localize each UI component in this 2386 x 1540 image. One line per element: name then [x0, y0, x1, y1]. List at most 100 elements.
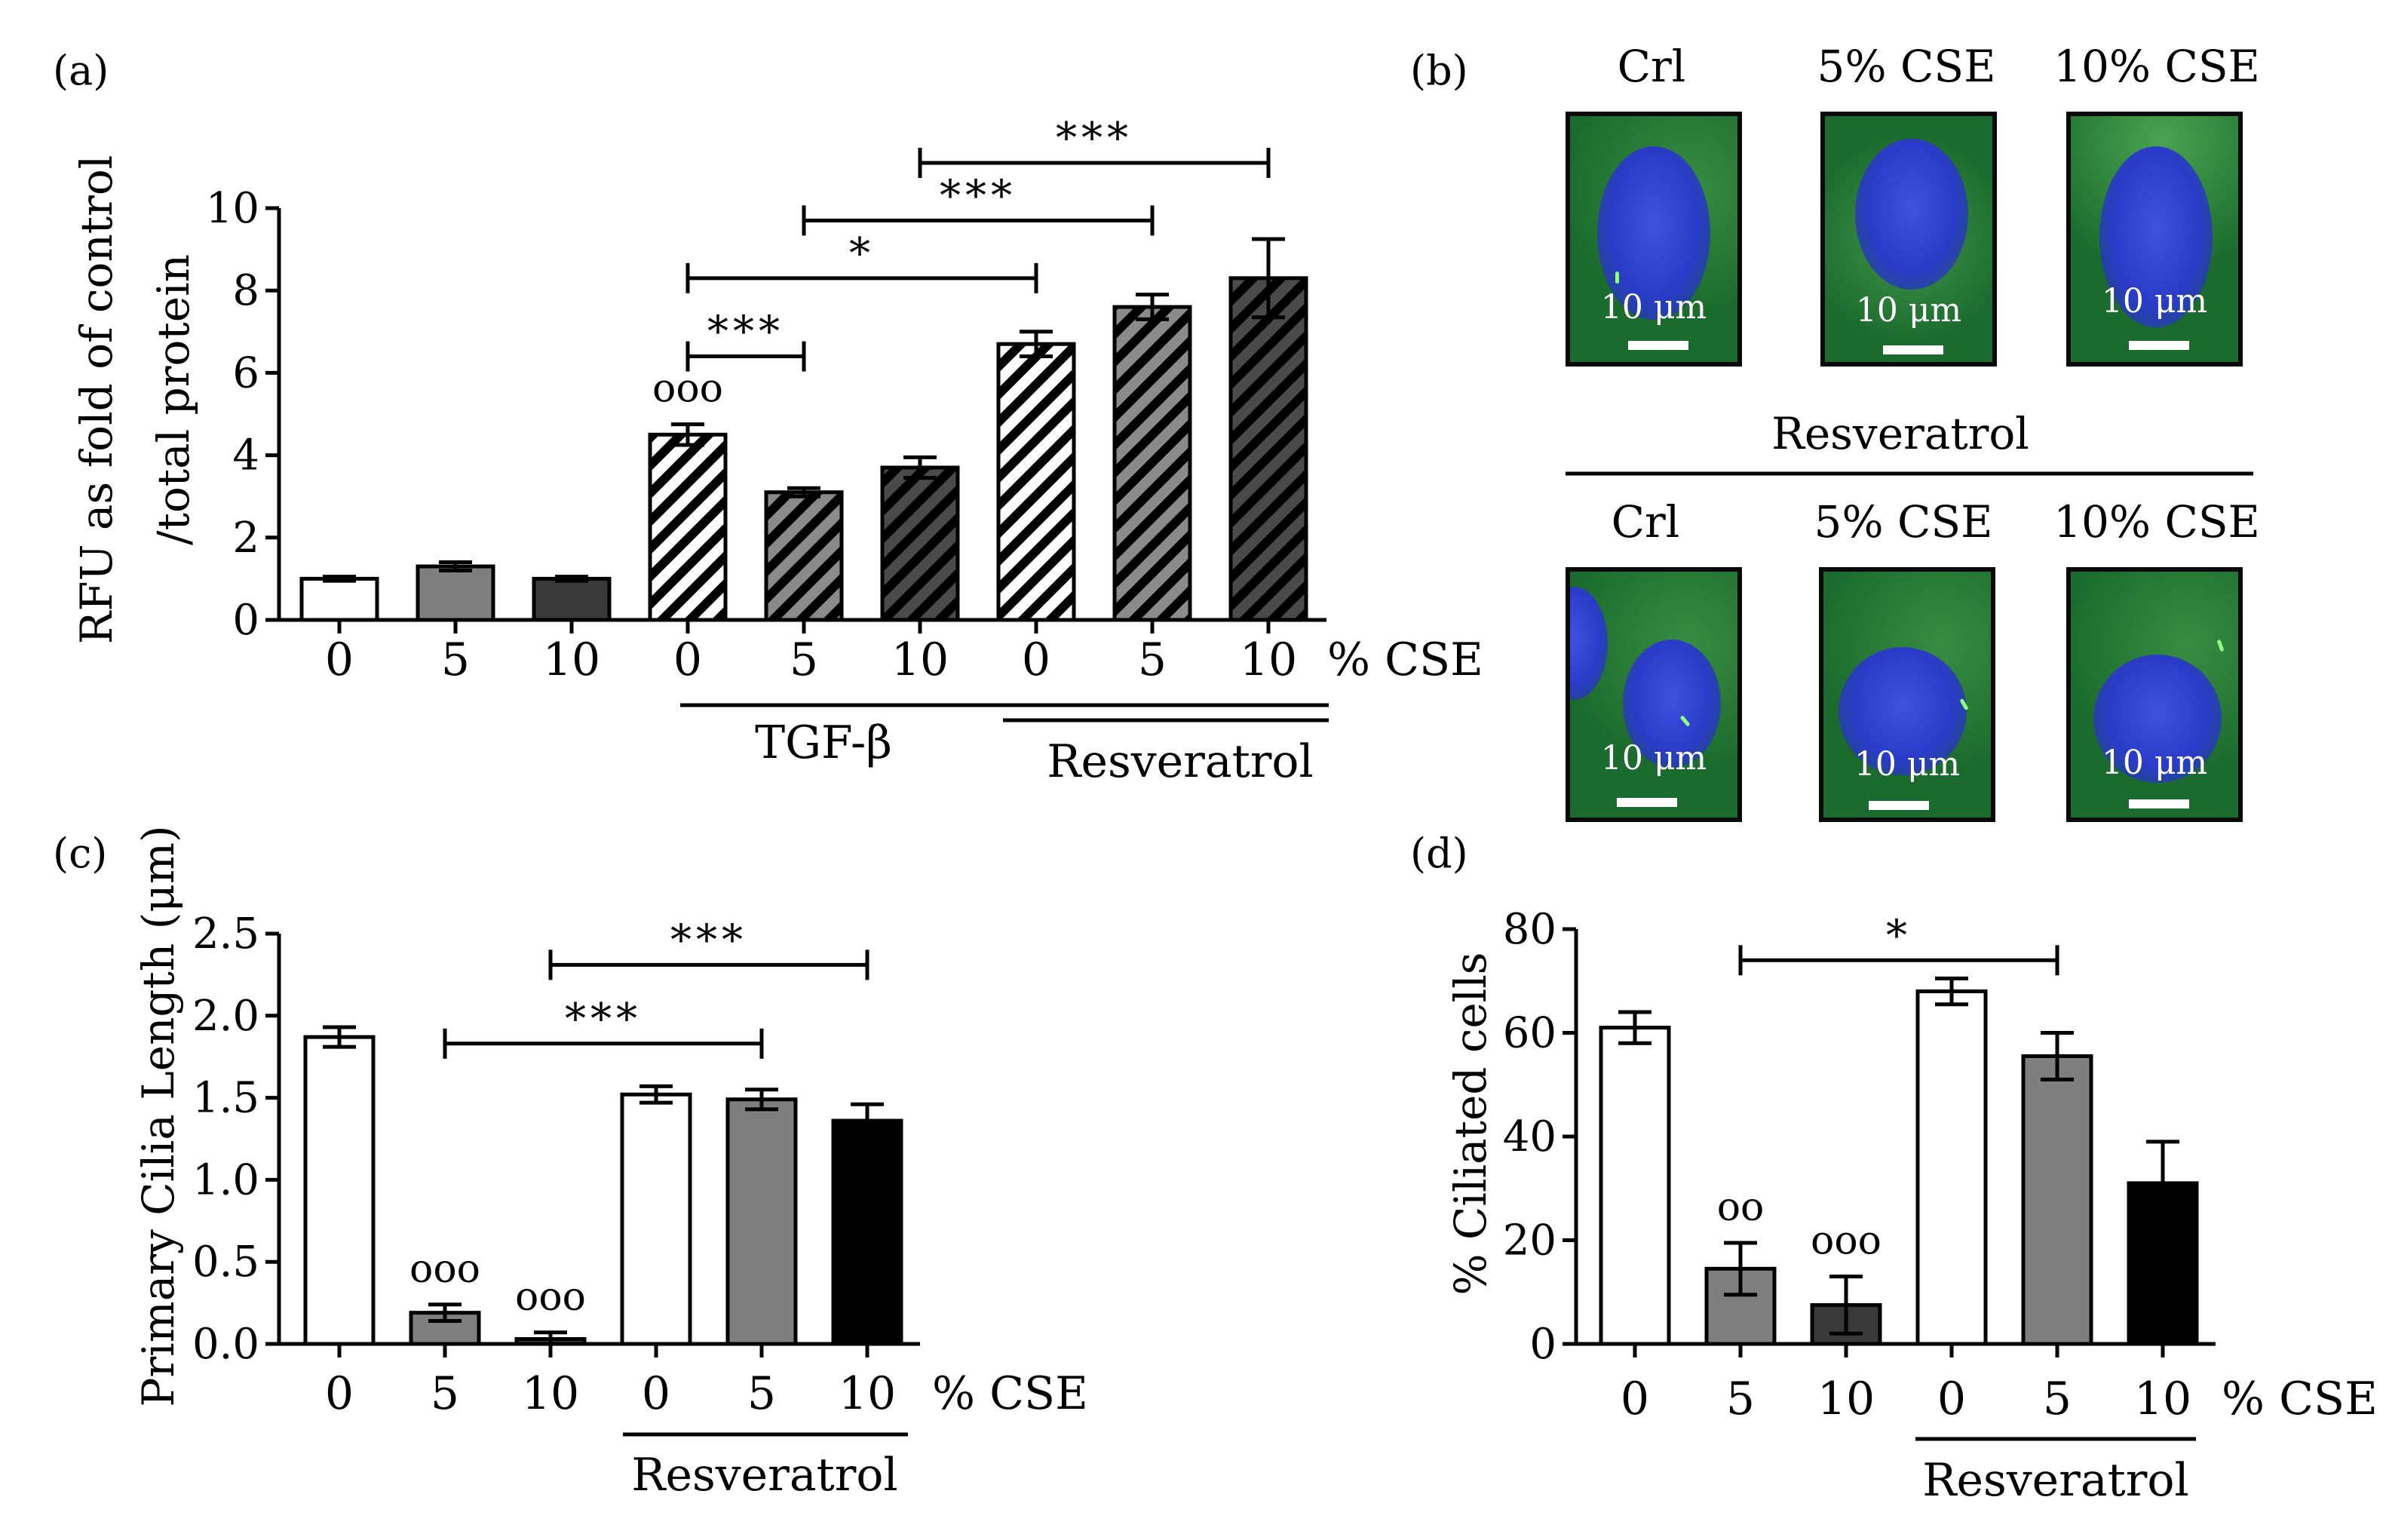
- chart-a-significance: ***: [1056, 114, 1133, 163]
- chart-a-category-label: 5: [1138, 633, 1167, 686]
- scale-bar: [1628, 341, 1688, 350]
- nucleus: [1597, 146, 1710, 320]
- chart-d-axis-suffix: % CSE: [2222, 1373, 2378, 1425]
- nucleus: [2093, 655, 2222, 783]
- chart-c-ytick-label: 2.0: [192, 992, 259, 1041]
- chart-c-ytick-label: 0.0: [192, 1320, 259, 1369]
- chart-a-ytick-label: 10: [206, 184, 259, 233]
- chart-a-group-label: TGF-β: [755, 716, 892, 769]
- chart-a-bar: [299, 576, 379, 622]
- chart-d-significance: *: [1886, 911, 1912, 960]
- chart-d-bar: [2021, 1054, 2093, 1346]
- panel-letter-b: (b): [1410, 47, 1468, 94]
- chart-a-bar: [880, 465, 960, 622]
- chart-c-category-label: 5: [747, 1367, 776, 1420]
- chart-c-category-label: 5: [431, 1367, 459, 1420]
- chart-c-bar-annotation: ooo: [409, 1247, 480, 1292]
- chart-d-bar-annotation: oo: [1717, 1185, 1765, 1230]
- chart-a-ytick-label: 2: [232, 514, 259, 563]
- panel-letter-a: (a): [53, 47, 109, 94]
- chart-a-bar: [532, 576, 612, 622]
- chart-a-category-label: 10: [891, 633, 949, 686]
- nucleus: [1855, 139, 1968, 290]
- chart-c-ytick-label: 0.5: [192, 1238, 259, 1287]
- micro-top-label-crl: Crl: [1618, 41, 1686, 92]
- nucleus: [2099, 146, 2213, 327]
- chart-a-ytick-label: 0: [232, 596, 259, 645]
- chart-c-bar: [831, 1118, 903, 1346]
- chart-a-bar-annotation: ooo: [652, 367, 723, 412]
- chart-c-ylabel: Primary Cilia Length (μm): [133, 825, 184, 1407]
- micro-bottom-label-crl: Crl: [1612, 496, 1680, 548]
- scale-bar: [1883, 345, 1943, 354]
- chart-d-ytick-label: 20: [1503, 1216, 1556, 1265]
- chart-c-group-label: Resveratrol: [631, 1449, 897, 1502]
- chart-d-bar-annotation: ooo: [1811, 1219, 1882, 1264]
- chart-a-axis-suffix: % CSE: [1327, 633, 1483, 686]
- micrograph-resveratrol-crl: 10 μm: [1566, 567, 1742, 822]
- chart-c-category-label: 0: [325, 1367, 354, 1420]
- chart-a-category-label: 0: [325, 633, 354, 686]
- chart-a-category-label: 10: [1240, 633, 1297, 686]
- chart-a-bar: [1112, 305, 1192, 622]
- chart-a-ytick-label: 6: [232, 348, 259, 397]
- chart-d-category-label: 10: [1817, 1373, 1875, 1425]
- chart-d-category-label: 5: [1726, 1373, 1755, 1425]
- chart-d-category-label: 0: [1937, 1373, 1966, 1425]
- chart-a-group-label: Resveratrol: [1047, 735, 1313, 788]
- nucleus: [1623, 640, 1721, 768]
- scale-bar-label: 10 μm: [2101, 744, 2208, 782]
- chart-c-ytick-label: 1.5: [192, 1074, 259, 1123]
- chart-a-bar: [1228, 276, 1308, 622]
- chart-c-bar-annotation: ooo: [515, 1275, 586, 1320]
- chart-a-significance: ***: [940, 171, 1017, 220]
- chart-d-ytick-label: 80: [1503, 905, 1556, 954]
- chart-d-bar: [1599, 1026, 1671, 1346]
- chart-a-ytick-label: 4: [232, 431, 259, 480]
- chart-c-category-label: 10: [839, 1367, 896, 1420]
- micrograph-resveratrol-10cse: 10 μm: [2066, 567, 2243, 822]
- chart-a-category-label: 0: [1022, 633, 1050, 686]
- scale-bar-label: 10 μm: [1855, 291, 1962, 330]
- chart-d-group-label: Resveratrol: [1922, 1454, 2188, 1507]
- chart-c-significance: ***: [670, 916, 747, 965]
- chart-a-ylabel-line2: /total protein: [148, 254, 199, 545]
- chart-c-bar: [620, 1092, 692, 1346]
- chart-d-ylabel: % Ciliated cells: [1445, 952, 1496, 1295]
- chart-a-bar: [416, 564, 495, 622]
- chart-d-ytick-label: 60: [1503, 1009, 1556, 1058]
- chart-c-significance: ***: [565, 995, 642, 1044]
- scale-bar-label: 10 μm: [1854, 745, 1961, 784]
- chart-a-bar: [996, 342, 1076, 622]
- scale-bar: [1869, 801, 1929, 810]
- micrograph-5cse: 10 μm: [1820, 112, 1997, 367]
- chart-a-significance: *: [849, 229, 875, 278]
- scale-bar: [2129, 341, 2189, 350]
- chart-d-ytick-label: 40: [1503, 1112, 1556, 1161]
- scale-bar: [1617, 798, 1677, 807]
- micro-bottom-label-10cse: 10% CSE: [2053, 496, 2260, 548]
- chart-a-bar: [648, 432, 728, 622]
- scale-bar-label: 10 μm: [2101, 282, 2208, 321]
- micro-group-label-resveratrol: Resveratrol: [1771, 408, 2029, 459]
- nucleus: [1839, 647, 1967, 775]
- scale-bar-label: 10 μm: [1600, 739, 1707, 778]
- micro-top-label-5cse: 5% CSE: [1817, 41, 1996, 92]
- chart-a-category-label: 5: [790, 633, 818, 686]
- chart-a-category-label: 10: [543, 633, 600, 686]
- chart-c-ytick-label: 2.5: [192, 910, 259, 959]
- chart-c-bar: [303, 1035, 376, 1346]
- scale-bar-label: 10 μm: [1600, 288, 1707, 327]
- chart-a-ytick-label: 8: [232, 266, 259, 315]
- chart-c-ytick-label: 1.0: [192, 1155, 259, 1204]
- panel-letter-c: (c): [53, 830, 107, 877]
- chart-c-axis-suffix: % CSE: [932, 1367, 1088, 1420]
- chart-d-category-label: 5: [2043, 1373, 2072, 1425]
- micrograph-crl: 10 μm: [1566, 112, 1742, 367]
- chart-a-significance: ***: [707, 308, 784, 357]
- micro-top-label-10cse: 10% CSE: [2053, 41, 2260, 92]
- chart-c-category-label: 0: [642, 1367, 670, 1420]
- chart-d-category-label: 0: [1621, 1373, 1649, 1425]
